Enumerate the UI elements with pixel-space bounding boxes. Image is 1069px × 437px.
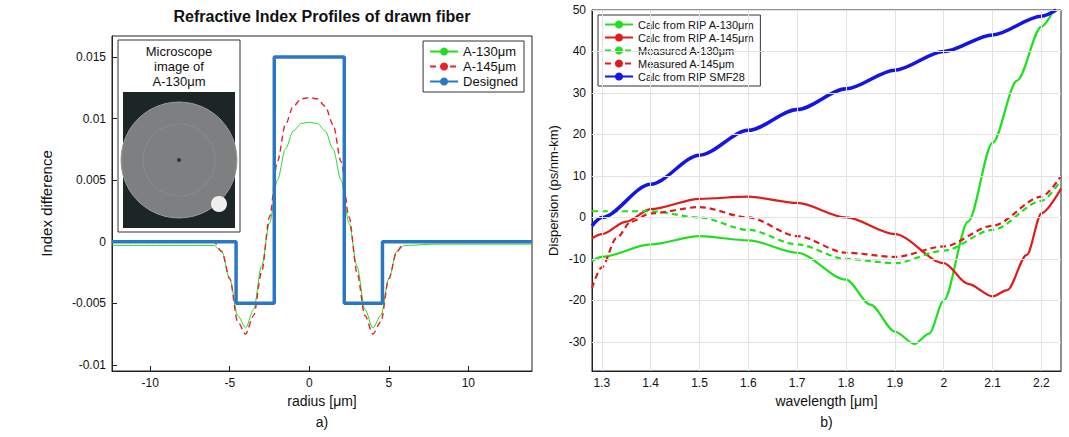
svg-text:30: 30	[573, 86, 587, 100]
svg-text:b): b)	[820, 414, 832, 430]
svg-text:1.9: 1.9	[887, 376, 904, 390]
svg-text:Dispersion (ps/nm-km): Dispersion (ps/nm-km)	[546, 125, 561, 256]
svg-text:10: 10	[573, 169, 587, 183]
svg-text:Calc from RIP A-130μm: Calc from RIP A-130μm	[638, 19, 754, 31]
svg-text:Designed: Designed	[463, 74, 518, 89]
svg-text:Measured A-130μm: Measured A-130μm	[638, 45, 734, 57]
svg-text:-10: -10	[142, 376, 160, 390]
svg-text:Microscope: Microscope	[146, 44, 212, 59]
svg-text:wavelength [μm]: wavelength [μm]	[774, 393, 877, 409]
svg-text:1.4: 1.4	[642, 376, 659, 390]
svg-text:2.2: 2.2	[1033, 376, 1050, 390]
svg-text:20: 20	[573, 127, 587, 141]
svg-text:Index difference: Index difference	[38, 150, 55, 256]
svg-text:40: 40	[573, 44, 587, 58]
svg-text:10: 10	[462, 376, 476, 390]
svg-text:image of: image of	[154, 59, 204, 74]
svg-text:A-130μm: A-130μm	[463, 44, 516, 59]
svg-text:0.015: 0.015	[76, 50, 106, 64]
svg-text:-30: -30	[569, 335, 587, 349]
svg-text:0: 0	[306, 376, 313, 390]
svg-text:A-145μm: A-145μm	[463, 59, 516, 74]
svg-text:1.6: 1.6	[740, 376, 757, 390]
svg-text:a): a)	[316, 414, 328, 430]
svg-text:0.01: 0.01	[83, 112, 107, 126]
svg-text:50: 50	[573, 3, 587, 17]
svg-text:1.8: 1.8	[838, 376, 855, 390]
svg-text:0.005: 0.005	[76, 173, 106, 187]
svg-text:radius [μm]: radius [μm]	[287, 393, 357, 409]
svg-text:2: 2	[940, 376, 947, 390]
svg-text:-0.005: -0.005	[72, 296, 106, 310]
svg-text:-20: -20	[569, 293, 587, 307]
svg-text:A-130μm: A-130μm	[152, 74, 205, 89]
svg-text:-0.01: -0.01	[79, 358, 107, 372]
svg-text:Calc from RIP SMF28: Calc from RIP SMF28	[638, 71, 745, 83]
svg-text:Calc from RIP A-145μm: Calc from RIP A-145μm	[638, 32, 754, 44]
svg-text:1.7: 1.7	[789, 376, 806, 390]
svg-text:0: 0	[99, 235, 106, 249]
svg-text:1.5: 1.5	[691, 376, 708, 390]
svg-text:-5: -5	[224, 376, 235, 390]
svg-text:2.1: 2.1	[984, 376, 1001, 390]
svg-text:0: 0	[579, 210, 586, 224]
svg-text:5: 5	[385, 376, 392, 390]
svg-text:1.3: 1.3	[593, 376, 610, 390]
svg-text:-10: -10	[569, 252, 587, 266]
svg-text:Measured A-145μm: Measured A-145μm	[638, 58, 734, 70]
svg-text:Refractive Index Profiles of d: Refractive Index Profiles of drawn fiber	[174, 8, 471, 25]
